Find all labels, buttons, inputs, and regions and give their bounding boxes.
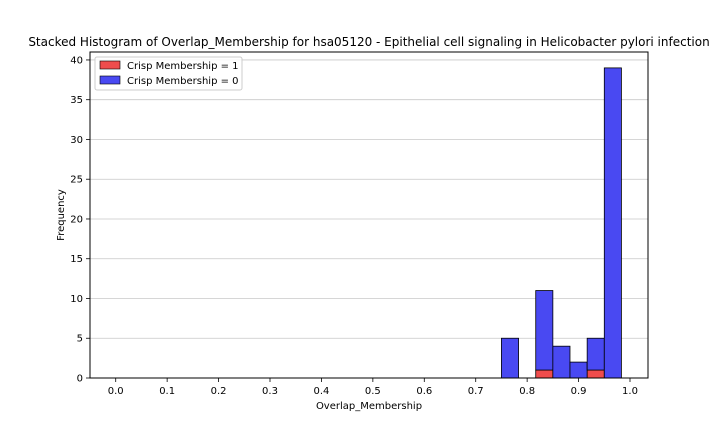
bar-crisp-0 [569,361,588,379]
bar-crisp-0 [501,337,519,379]
x-tick-label: 0.2 [211,386,227,397]
y-tick-label: 5 [77,334,83,345]
legend-box [94,56,243,91]
x-axis-ticks: 0.0 0.1 0.2 0.3 0.4 0.5 0.6 0.7 0.8 0.9 1.0 [108,378,638,397]
y-axis-ticks: 0 5 10 15 20 25 30 35 40 [70,55,90,385]
y-tick-label: 10 [70,294,83,305]
x-tick-label: 0.9 [571,386,587,397]
bar-crisp-0 [535,290,554,371]
bar-crisp-0 [552,345,571,379]
x-tick-label: 0.4 [313,386,329,397]
y-axis-label: Frequency [56,189,67,241]
bar-crisp-1 [535,369,554,379]
x-tick-label: 0.0 [108,386,124,397]
plot-frame [89,51,649,379]
x-tick-label: 0.8 [519,386,535,397]
chart-title: Stacked Histogram of Overlap_Membership … [28,35,709,49]
x-tick-label: 0.6 [416,386,432,397]
y-tick-label: 20 [70,214,83,225]
legend-label-crisp-1: Crisp Membership = 1 [127,61,239,72]
grid-lines [90,59,648,339]
legend-label-crisp-0: Crisp Membership = 0 [127,76,239,87]
x-tick-label: 1.0 [622,386,638,397]
y-tick-label: 0 [77,374,83,385]
y-tick-label: 40 [70,55,83,66]
bar-crisp-0 [603,67,622,379]
x-tick-label: 0.1 [159,386,175,397]
x-tick-label: 0.7 [468,386,484,397]
legend: Crisp Membership = 1 Crisp Membership = … [94,56,243,91]
bar-crisp-1 [586,369,605,379]
x-tick-label: 0.5 [365,386,381,397]
y-tick-label: 15 [70,254,83,265]
legend-swatch-crisp-0 [99,75,121,85]
x-axis-label: Overlap_Membership [316,401,422,412]
y-tick-label: 35 [70,95,83,106]
bar-crisp-0 [586,337,605,371]
y-tick-label: 25 [70,175,83,186]
bars [501,67,622,379]
x-tick-label: 0.3 [262,386,278,397]
y-tick-label: 30 [70,135,83,146]
legend-swatch-crisp-1 [99,60,121,70]
